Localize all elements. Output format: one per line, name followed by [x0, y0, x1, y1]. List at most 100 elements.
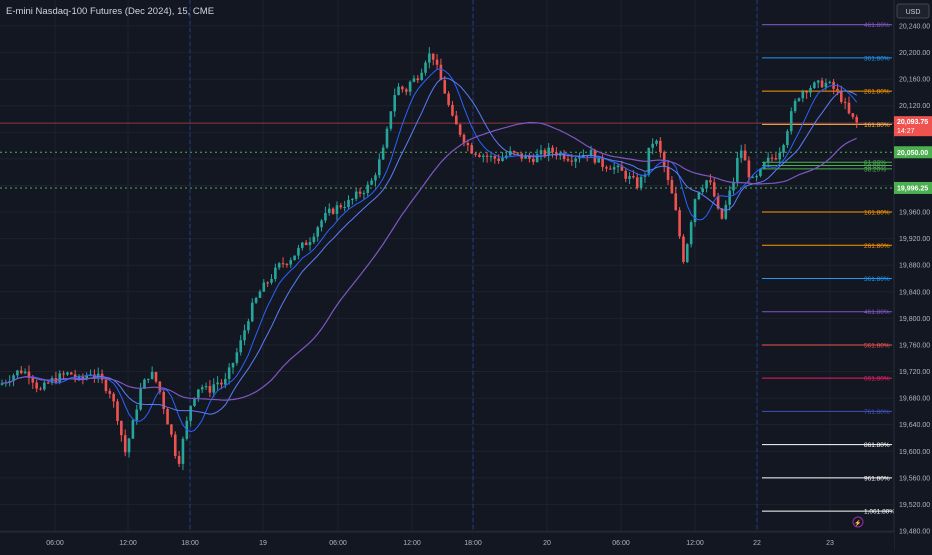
candle-body: [131, 420, 135, 439]
candle-body: [724, 204, 728, 219]
candle-body: [682, 236, 685, 262]
candle-body: [243, 330, 246, 341]
candle-body: [358, 191, 362, 194]
candle-body: [19, 370, 23, 374]
symbol-title[interactable]: E-mini Nasdaq-100 Futures (Dec 2024), 15…: [6, 6, 215, 17]
candle-body: [254, 297, 258, 303]
candle-body: [532, 158, 535, 163]
candle-body: [293, 255, 296, 261]
candle-body: [697, 191, 701, 200]
price-tick-label: 19,800.00: [899, 316, 930, 323]
candle-body: [208, 386, 212, 393]
candle-body: [281, 263, 285, 265]
candle-body: [385, 128, 389, 148]
candle-body: [524, 155, 527, 159]
time-tick-label: 12:00: [119, 540, 137, 547]
candle-body: [277, 263, 281, 268]
candle-body: [528, 155, 531, 159]
fib-level-label: 1,061.80%: [864, 509, 895, 516]
candle-body: [212, 384, 216, 393]
candle-body: [816, 80, 820, 83]
candle-body: [412, 78, 416, 82]
time-tick-label: 06:00: [612, 540, 630, 547]
candle-body: [235, 352, 239, 363]
time-tick-label: 18:00: [181, 540, 199, 547]
candle-body: [597, 158, 601, 163]
price-tick-label: 19,560.00: [899, 475, 930, 482]
candle-body: [601, 158, 604, 168]
candle-body: [755, 175, 758, 178]
candle-body: [339, 205, 343, 208]
candle-body: [189, 405, 192, 421]
candle-body: [659, 140, 662, 153]
candle-body: [70, 372, 73, 375]
candle-body: [551, 147, 554, 153]
candle-body: [716, 196, 720, 209]
candle-body: [324, 213, 327, 221]
candle-body: [728, 190, 731, 205]
candle-body: [258, 291, 262, 298]
candle-body: [670, 179, 674, 194]
candle-body: [489, 156, 493, 158]
candle-body: [774, 158, 778, 160]
candle-body: [447, 93, 450, 105]
candle-body: [743, 150, 747, 161]
candle-body: [801, 91, 805, 99]
price-tick-label: 19,480.00: [899, 529, 930, 536]
candle-body: [31, 377, 35, 383]
fib-level-label: 461.80%: [864, 309, 890, 316]
candle-body: [289, 260, 293, 265]
candle-body: [135, 409, 139, 421]
candle-body: [439, 64, 443, 81]
candle-body: [458, 124, 462, 135]
candle-body: [116, 401, 119, 421]
candle-body: [343, 207, 346, 209]
time-tick-label: 12:00: [403, 540, 421, 547]
candle-body: [308, 242, 312, 246]
candle-body: [851, 113, 855, 117]
candle-body: [120, 420, 123, 436]
candle-body: [274, 267, 277, 279]
candle-body: [143, 379, 146, 389]
candle-body: [574, 158, 577, 162]
candle-body: [374, 175, 377, 181]
candle-body: [158, 381, 162, 392]
candle-body: [674, 193, 678, 211]
candle-body: [378, 159, 381, 176]
price-tick-label: 19,760.00: [899, 342, 930, 349]
lightning-icon[interactable]: [852, 516, 864, 528]
candle-body: [797, 98, 801, 101]
candle-body: [497, 158, 500, 161]
candle-body: [431, 53, 435, 60]
candle-body: [435, 59, 439, 65]
candle-body: [381, 147, 385, 160]
candle-body: [85, 375, 88, 379]
candle-body: [335, 205, 339, 214]
candle-body: [16, 370, 19, 376]
time-tick-label: 06:00: [329, 540, 347, 547]
fib-level-label: 261.80%: [864, 243, 890, 250]
candle-body: [127, 438, 131, 453]
candle-body: [451, 104, 454, 116]
candle-body: [416, 78, 420, 81]
fib-level-label: 38.20%: [864, 166, 886, 173]
level-low-label: 19,996.25: [897, 185, 928, 192]
candle-body: [763, 162, 766, 169]
candle-body: [301, 242, 304, 248]
time-tick-label: 19: [259, 540, 267, 547]
candle-body: [320, 220, 323, 228]
candle-body: [620, 165, 624, 171]
candle-body: [139, 388, 142, 410]
candle-body: [408, 81, 412, 92]
candle-body: [843, 101, 847, 103]
candle-body: [501, 157, 504, 161]
price-tick-label: 20,240.00: [899, 24, 930, 31]
candle-body: [747, 160, 751, 178]
currency-button[interactable]: [896, 3, 930, 19]
level-low-label-box: [894, 181, 932, 194]
candle-body: [393, 95, 396, 112]
fib-level-label: 861.80%: [864, 442, 890, 449]
